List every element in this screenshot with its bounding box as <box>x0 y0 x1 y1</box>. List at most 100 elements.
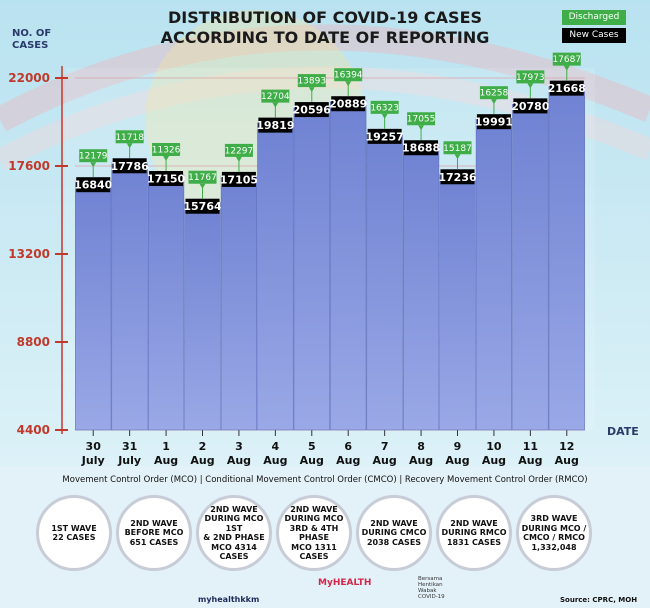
discharged-box <box>188 170 217 184</box>
y-tick-label: 22000 <box>8 71 50 85</box>
discharged-box <box>261 89 290 103</box>
value-label: 19257 <box>366 130 404 143</box>
value-label-box <box>294 102 329 118</box>
discharged-label: 17055 <box>407 115 436 125</box>
discharged-pointer <box>418 125 425 131</box>
discharged-pointer <box>490 99 497 105</box>
bar <box>147 174 185 431</box>
bar <box>111 162 148 431</box>
y-axis-label: NO. OF CASES <box>12 28 52 51</box>
discharged-pointer <box>527 83 534 89</box>
legend-item: Discharged <box>562 10 626 25</box>
x-tick-label: 1 Aug <box>153 440 179 467</box>
x-tick-label: 7 Aug <box>372 440 397 467</box>
discharged-label: 11326 <box>152 146 181 156</box>
discharged-pointer <box>235 156 242 162</box>
discharged-box <box>552 52 581 66</box>
bar <box>402 143 440 431</box>
discharged-label: 11767 <box>188 173 217 183</box>
value-label: 20780 <box>511 100 550 113</box>
value-label-box <box>440 169 475 185</box>
wave-circle: 2ND WAVE BEFORE MCO 651 CASES <box>116 495 192 571</box>
bar <box>366 132 403 431</box>
value-label-box <box>112 158 147 174</box>
value-label-box <box>76 177 111 193</box>
value-label-box <box>476 114 511 130</box>
y-tick-label: 13200 <box>8 247 50 261</box>
value-label: 17786 <box>111 160 150 173</box>
discharged-box <box>224 143 253 157</box>
value-label: 19991 <box>475 116 513 129</box>
legend-item: New Cases <box>562 28 626 43</box>
y-tick-label: 4400 <box>17 423 50 437</box>
discharged-label: 12179 <box>79 152 108 162</box>
wave-circle: 2ND WAVE DURING CMCO 2038 CASES <box>356 495 432 571</box>
x-tick-label: 9 Aug <box>445 440 470 467</box>
value-label-box <box>549 80 584 96</box>
discharged-box <box>152 143 181 156</box>
discharged-label: 16323 <box>370 103 399 113</box>
bar <box>512 102 549 431</box>
discharged-pointer <box>454 154 461 160</box>
discharged-box <box>115 130 144 144</box>
x-tick-label: 30 July <box>81 440 105 467</box>
bar <box>439 173 476 431</box>
discharged-pointer <box>272 102 279 108</box>
discharged-box <box>479 86 508 100</box>
discharged-box <box>334 68 363 82</box>
discharged-box <box>443 141 472 155</box>
value-label-box <box>513 98 548 114</box>
x-tick-label: 10 Aug <box>481 440 507 467</box>
x-tick-label: 2 Aug <box>190 440 215 467</box>
discharged-box <box>79 149 108 163</box>
discharged-label: 17973 <box>516 73 545 83</box>
x-tick-label: 5 Aug <box>299 440 324 467</box>
campaign-logo: Bersama Hentikan Wabak COVID-19 <box>418 576 445 600</box>
chart-title: DISTRIBUTION OF COVID-19 CASES ACCORDING… <box>160 8 490 47</box>
source: Source: CPRC, MOH <box>560 596 638 604</box>
discharged-pointer <box>381 113 388 119</box>
discharged-label: 13893 <box>297 77 326 87</box>
discharged-box <box>516 70 545 84</box>
value-label-box <box>149 171 184 186</box>
y-tick-label: 8800 <box>17 335 50 349</box>
discharged-label: 16258 <box>480 89 509 99</box>
orders-note: Movement Control Order (MCO) | Condition… <box>62 475 588 485</box>
brand-logo: MyHEALTH <box>318 578 372 588</box>
value-label: 20596 <box>293 104 332 117</box>
discharged-pointer <box>90 162 97 168</box>
discharged-box <box>297 74 326 88</box>
discharged-pointer <box>345 81 352 87</box>
discharged-label: 17687 <box>552 55 581 65</box>
bar <box>184 202 221 431</box>
wave-circle: 2ND WAVE DURING RMCO 1831 CASES <box>436 495 512 571</box>
x-tick-label: 6 Aug <box>336 440 361 467</box>
x-tick-label: 12 Aug <box>554 440 579 467</box>
flag-stripe <box>0 24 650 132</box>
discharged-pointer <box>308 87 315 93</box>
value-label: 15764 <box>183 200 222 213</box>
value-label-box <box>185 198 220 214</box>
value-label: 17236 <box>438 171 477 184</box>
x-tick-label: 8 Aug <box>408 440 434 467</box>
bar <box>257 121 294 431</box>
x-tick-label: 4 Aug <box>263 440 288 467</box>
social-handle: myhealthkkm <box>198 595 260 604</box>
value-label: 21668 <box>548 82 586 95</box>
bar <box>330 99 367 431</box>
wave-circle: 2ND WAVE DURING MCO 3RD & 4TH PHASE MCO … <box>276 495 352 571</box>
discharged-label: 16394 <box>334 71 363 81</box>
discharged-label: 15187 <box>443 144 472 154</box>
value-label-box <box>404 140 439 156</box>
value-label: 20889 <box>329 98 367 111</box>
value-label: 19819 <box>256 119 294 132</box>
discharged-pointer <box>563 65 570 71</box>
bar <box>475 117 513 431</box>
value-label-box <box>367 128 402 144</box>
discharged-label: 12297 <box>225 146 254 156</box>
discharged-box <box>370 100 399 114</box>
value-label-box <box>258 117 293 133</box>
y-tick-label: 17600 <box>8 159 50 173</box>
x-tick-label: 31 July <box>118 440 142 467</box>
